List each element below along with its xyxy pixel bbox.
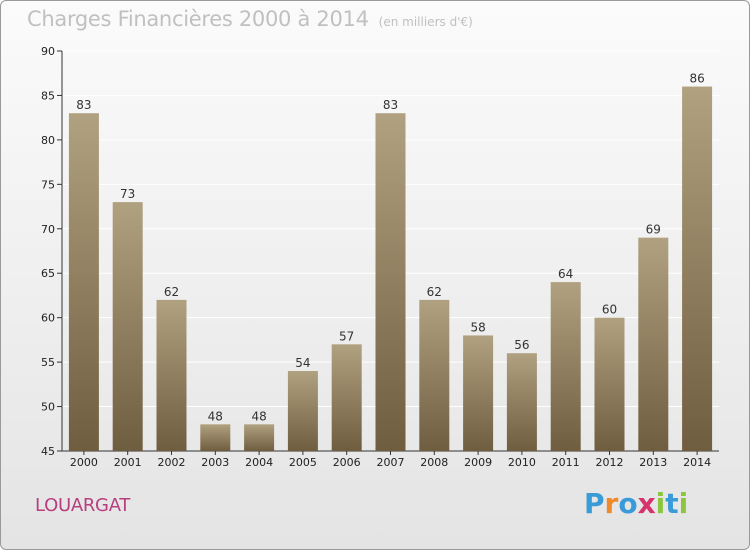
x-tick-label: 2011: [552, 456, 580, 469]
bar: [156, 299, 187, 451]
x-tick-label: 2013: [639, 456, 667, 469]
data-label: 73: [120, 187, 135, 201]
data-label: 54: [295, 356, 310, 370]
logo-letter: i: [655, 487, 666, 520]
chart-title: Charges Financières 2000 à 2014 (en milli…: [27, 7, 473, 31]
bar: [594, 317, 625, 451]
bar: [682, 86, 713, 452]
labels: 83 2000 73 2001 62 2002 48 2003 48 2004 54 2005 57 20…: [70, 72, 711, 469]
commune-name: LOUARGAT: [35, 495, 131, 516]
bar: [638, 237, 669, 451]
y-tick-label: 70: [41, 223, 55, 236]
data-label: 83: [76, 98, 91, 112]
bar: [68, 113, 99, 451]
logo-letter: P: [584, 487, 605, 520]
x-tick-label: 2007: [377, 456, 405, 469]
x-tick-label: 2012: [596, 456, 624, 469]
bars: [68, 86, 713, 452]
title-text: Charges Financières 2000 à 2014: [27, 7, 369, 31]
y-tick-label: 55: [41, 356, 55, 369]
y-tick-label: 45: [41, 445, 55, 458]
data-label: 69: [646, 223, 661, 237]
y-tick-label: 80: [41, 134, 55, 147]
data-label: 48: [208, 409, 223, 423]
bar: [506, 353, 537, 451]
data-label: 60: [602, 303, 617, 317]
x-tick-label: 2005: [289, 456, 317, 469]
y-tick-label: 60: [41, 312, 55, 325]
x-tick-label: 2003: [201, 456, 229, 469]
data-label: 58: [470, 320, 485, 334]
x-tick-label: 2009: [464, 456, 492, 469]
x-tick-label: 2006: [333, 456, 361, 469]
x-tick-label: 2002: [158, 456, 186, 469]
x-tick-label: 2008: [420, 456, 448, 469]
bar: [331, 344, 362, 451]
logo-letter: o: [618, 487, 638, 520]
y-tick-label: 75: [41, 178, 55, 191]
logo-letter: t: [665, 487, 679, 520]
bar: [463, 335, 494, 451]
logo-letter: x: [637, 487, 656, 520]
bar: [287, 371, 318, 451]
y-tick-label: 90: [41, 45, 55, 58]
data-label: 62: [164, 285, 179, 299]
bar: [112, 202, 143, 451]
x-tick-label: 2004: [245, 456, 273, 469]
data-label: 64: [558, 267, 573, 281]
bar: [200, 424, 231, 451]
logo-letter: r: [604, 487, 619, 520]
y-tick-label: 65: [41, 267, 55, 280]
bar: [244, 424, 275, 451]
bar: [375, 113, 406, 451]
proxiti-logo[interactable]: Proxiti: [584, 487, 688, 520]
x-tick-label: 2010: [508, 456, 536, 469]
data-label: 83: [383, 98, 398, 112]
title-unit: (en milliers d'€): [378, 15, 473, 29]
bar: [419, 299, 450, 451]
data-label: 48: [251, 409, 266, 423]
x-tick-label: 2014: [683, 456, 711, 469]
y-tick-label: 85: [41, 89, 55, 102]
x-tick-label: 2000: [70, 456, 98, 469]
data-label: 57: [339, 329, 354, 343]
y-tick-label: 50: [41, 401, 55, 414]
logo-letter: i: [678, 487, 689, 520]
data-label: 56: [514, 338, 529, 352]
data-label: 62: [427, 285, 442, 299]
bar: [550, 282, 581, 451]
x-tick-label: 2001: [114, 456, 142, 469]
data-label: 86: [689, 72, 704, 86]
